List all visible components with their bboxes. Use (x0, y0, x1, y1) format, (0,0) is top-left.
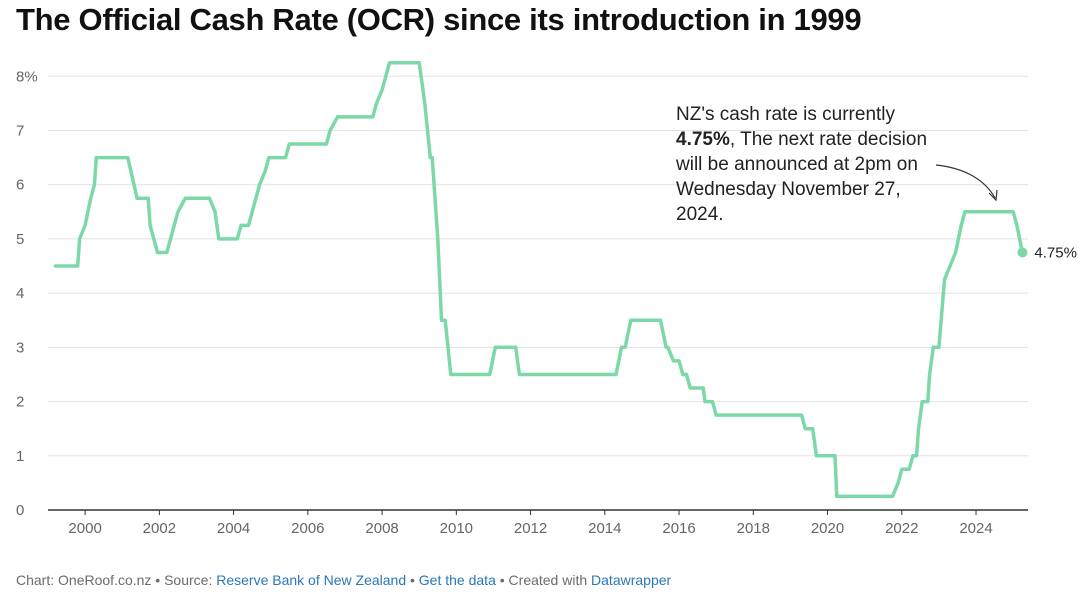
annotation: NZ's cash rate is currently 4.75%, The n… (676, 102, 946, 227)
y-tick-label: 2 (16, 394, 24, 411)
y-tick-label: 3 (16, 339, 24, 356)
y-tick-label: 4 (16, 285, 24, 302)
annotation-arrowhead (988, 189, 998, 202)
x-tick-label: 2010 (440, 520, 473, 537)
x-tick-label: 2024 (959, 520, 992, 537)
x-tick-label: 2018 (737, 520, 770, 537)
get-data-link[interactable]: Get the data (418, 572, 496, 588)
x-tick-label: 2022 (885, 520, 918, 537)
x-tick-label: 2006 (291, 520, 324, 537)
annotation-rest: , The next rate decision will be announc… (676, 129, 928, 225)
annotation-arrow-line (935, 164, 996, 199)
x-tick-label: 2000 (68, 520, 101, 537)
gridlines (48, 75, 1028, 457)
y-tick-label: 1 (16, 448, 24, 465)
source-link[interactable]: Reserve Bank of New Zealand (216, 572, 407, 588)
x-tick-label: 2016 (662, 520, 695, 537)
series-layer: 4.75% (53, 60, 1077, 499)
annotation-arrow (935, 164, 998, 202)
x-tick-label: 2004 (217, 520, 250, 537)
y-tick-label: 0 (16, 502, 24, 519)
x-tick-label: 2002 (143, 520, 176, 537)
y-tick-label: 5 (16, 231, 24, 248)
y-tick-label: 6 (16, 177, 24, 194)
annotation-line1: NZ's cash rate is currently (676, 104, 896, 125)
x-tick-label: 2012 (514, 520, 547, 537)
x-tick-label: 2020 (811, 520, 844, 537)
current-rate-point (1017, 247, 1028, 258)
footer-sep-tool: • Created with (495, 572, 592, 588)
current-rate-label: 4.75% (1034, 244, 1077, 261)
y-tick-label: 7 (16, 122, 24, 139)
chart-title: The Official Cash Rate (OCR) since its i… (16, 2, 862, 37)
annotation-rate: 4.75% (676, 129, 730, 150)
footer-sep-source: • Source: (151, 572, 217, 588)
y-tick-label: 8% (16, 68, 38, 85)
x-tick-label: 2014 (588, 520, 621, 537)
footer: Chart: OneRoof.co.nz • Source: Reserve B… (16, 572, 671, 588)
footer-chart-credit: Chart: OneRoof.co.nz (16, 572, 152, 588)
ocr-series-line (53, 60, 1025, 499)
x-tick-label: 2008 (365, 520, 398, 537)
datawrapper-link[interactable]: Datawrapper (591, 572, 672, 588)
y-axis: 0 1 2 3 4 5 6 7 8% (16, 68, 38, 519)
x-axis: 2000 2002 2004 2006 2008 2010 2012 2014 2016 2018… (48, 509, 1028, 537)
footer-sep-data: • (406, 572, 419, 588)
